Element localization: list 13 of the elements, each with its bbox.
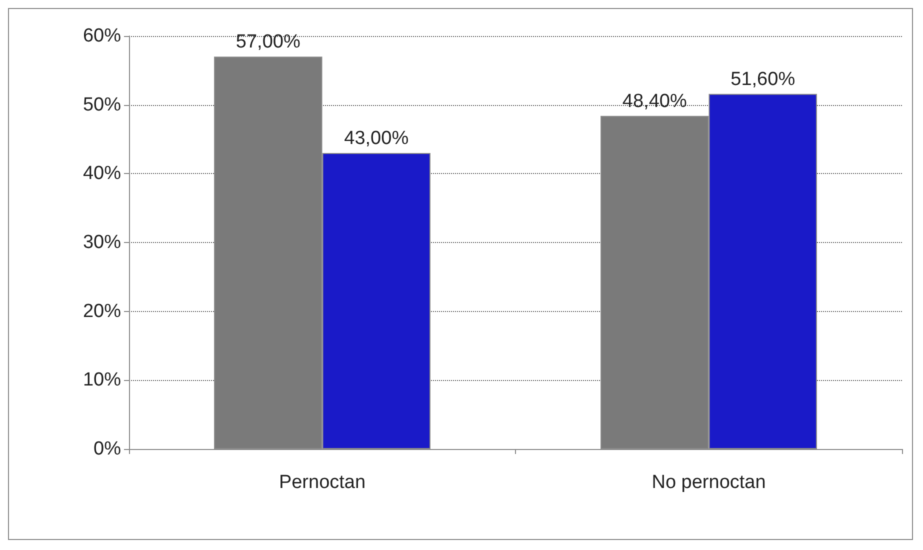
y-tick-label: 10% [82, 370, 122, 391]
x-tick-label: No pernoctan [652, 472, 766, 493]
data-label: 48,40% [622, 90, 687, 112]
y-tick-label: 50% [82, 94, 122, 116]
y-tick-label: 20% [82, 300, 122, 322]
x-tick-label: Pernoctan [278, 472, 366, 493]
data-label: 57,00% [236, 32, 300, 53]
y-tick-label: 30% [82, 232, 122, 253]
data-label: 51,60% [730, 68, 796, 90]
y-tick-label: 40% [82, 163, 122, 184]
data-label: 43,00% [344, 128, 409, 150]
y-tick-label: 60% [82, 26, 122, 46]
y-tick-label: 0% [94, 438, 122, 460]
